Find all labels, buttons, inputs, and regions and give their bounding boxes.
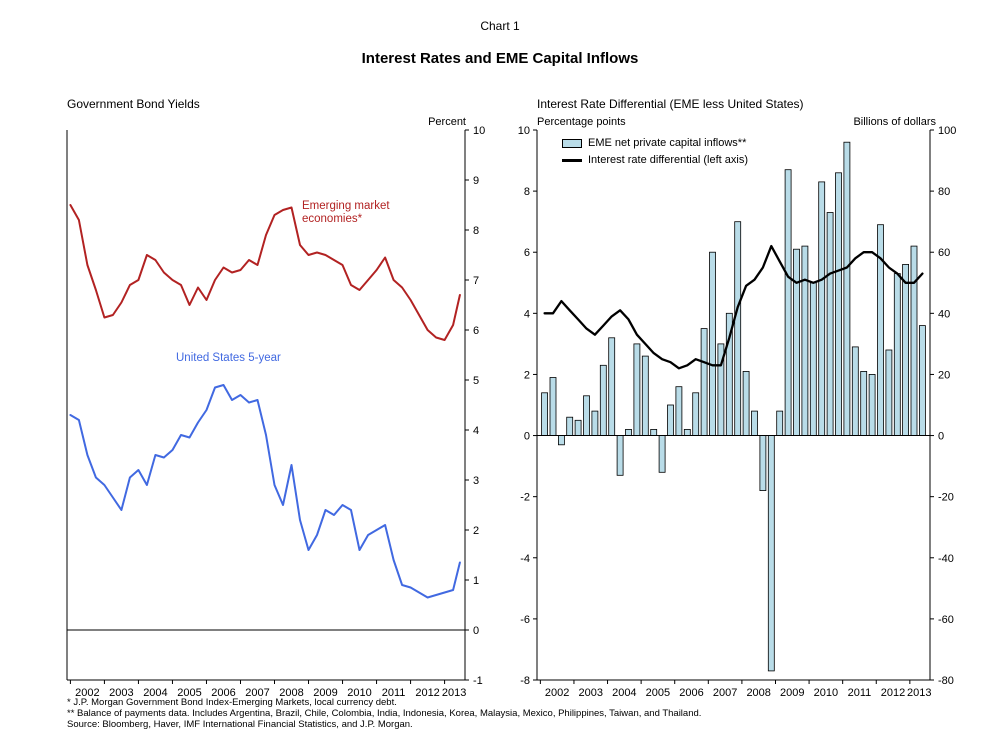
svg-text:-60: -60 xyxy=(938,614,954,626)
svg-text:2002: 2002 xyxy=(75,687,99,699)
svg-text:8: 8 xyxy=(524,186,530,198)
legend: EME net private capital inflows** Intere… xyxy=(562,137,748,171)
left-panel-title: Government Bond Yields xyxy=(67,97,200,111)
svg-text:2012: 2012 xyxy=(415,687,439,699)
svg-text:2009: 2009 xyxy=(313,687,337,699)
svg-text:2: 2 xyxy=(473,525,479,537)
us-series-label: United States 5-year xyxy=(176,352,281,364)
svg-text:2003: 2003 xyxy=(109,687,133,699)
right-left-yaxis-unit: Percentage points xyxy=(537,116,626,128)
svg-text:2010: 2010 xyxy=(347,687,371,699)
svg-text:2005: 2005 xyxy=(646,687,670,699)
footnote-1: * J.P. Morgan Government Bond Index-Emer… xyxy=(67,697,397,708)
svg-text:-1: -1 xyxy=(473,675,483,687)
svg-text:0: 0 xyxy=(938,431,944,443)
right-panel-title: Interest Rate Differential (EME less Uni… xyxy=(537,97,804,111)
bar-swatch-icon xyxy=(562,138,582,148)
legend-bars-label: EME net private capital inflows** xyxy=(588,137,747,149)
footnote-2: ** Balance of payments data. Includes Ar… xyxy=(67,708,702,719)
svg-text:2008: 2008 xyxy=(746,687,770,699)
svg-text:5: 5 xyxy=(473,375,479,387)
legend-item-bars: EME net private capital inflows** xyxy=(562,137,748,149)
svg-text:-6: -6 xyxy=(520,614,530,626)
svg-text:-8: -8 xyxy=(520,675,530,687)
svg-text:10: 10 xyxy=(518,125,530,137)
svg-text:2013: 2013 xyxy=(907,687,931,699)
svg-text:8: 8 xyxy=(473,225,479,237)
svg-text:-20: -20 xyxy=(938,492,954,504)
left-yaxis-unit: Percent xyxy=(428,116,466,128)
capital-inflows-chart: 2002 2003 2004 2005 2006 2007 2008 2009 2010 2011… xyxy=(518,125,957,699)
svg-text:2007: 2007 xyxy=(713,687,737,699)
svg-text:-4: -4 xyxy=(520,553,530,565)
line-swatch-icon xyxy=(562,158,582,162)
svg-text:80: 80 xyxy=(938,186,950,198)
svg-text:-40: -40 xyxy=(938,553,954,565)
svg-text:2009: 2009 xyxy=(780,687,804,699)
svg-text:7: 7 xyxy=(473,275,479,287)
svg-text:20: 20 xyxy=(938,369,950,381)
right-right-yaxis-unit: Billions of dollars xyxy=(853,116,936,128)
svg-text:-2: -2 xyxy=(520,492,530,504)
svg-text:6: 6 xyxy=(473,325,479,337)
svg-text:2010: 2010 xyxy=(814,687,838,699)
svg-text:2006: 2006 xyxy=(211,687,235,699)
svg-text:2006: 2006 xyxy=(679,687,703,699)
svg-text:2011: 2011 xyxy=(848,687,872,699)
svg-text:9: 9 xyxy=(473,175,479,187)
page-title: Interest Rates and EME Capital Inflows xyxy=(361,50,639,67)
svg-text:2007: 2007 xyxy=(245,687,269,699)
svg-text:4: 4 xyxy=(473,425,479,437)
svg-text:40: 40 xyxy=(938,308,950,320)
svg-text:2005: 2005 xyxy=(177,687,201,699)
chart-number: Chart 1 xyxy=(480,19,520,33)
svg-text:6: 6 xyxy=(524,247,530,259)
legend-item-line: Interest rate differential (left axis) xyxy=(562,154,748,166)
svg-text:0: 0 xyxy=(524,431,530,443)
svg-text:2008: 2008 xyxy=(279,687,303,699)
svg-text:2004: 2004 xyxy=(612,687,636,699)
svg-text:3: 3 xyxy=(473,475,479,487)
svg-text:4: 4 xyxy=(524,308,530,320)
svg-text:2: 2 xyxy=(524,369,530,381)
svg-text:1: 1 xyxy=(473,575,479,587)
svg-text:-80: -80 xyxy=(938,675,954,687)
footnote-3: Source: Bloomberg, Haver, IMF Internatio… xyxy=(67,719,413,730)
svg-text:2013: 2013 xyxy=(442,687,466,699)
footnotes: * J.P. Morgan Government Bond Index-Emer… xyxy=(67,697,701,730)
svg-text:2002: 2002 xyxy=(545,687,569,699)
legend-line-label: Interest rate differential (left axis) xyxy=(588,154,748,166)
svg-text:10: 10 xyxy=(473,125,485,137)
svg-text:2004: 2004 xyxy=(143,687,167,699)
svg-text:100: 100 xyxy=(938,125,956,137)
svg-text:0: 0 xyxy=(473,625,479,637)
eme-series-label: Emerging market economies* xyxy=(302,200,390,225)
bond-yields-chart: 2002 2003 2004 2005 2006 2007 2008 2009 2010 2011… xyxy=(66,125,485,699)
svg-text:2012: 2012 xyxy=(881,687,905,699)
svg-text:2011: 2011 xyxy=(382,687,406,699)
svg-text:2003: 2003 xyxy=(579,687,603,699)
svg-text:60: 60 xyxy=(938,247,950,259)
